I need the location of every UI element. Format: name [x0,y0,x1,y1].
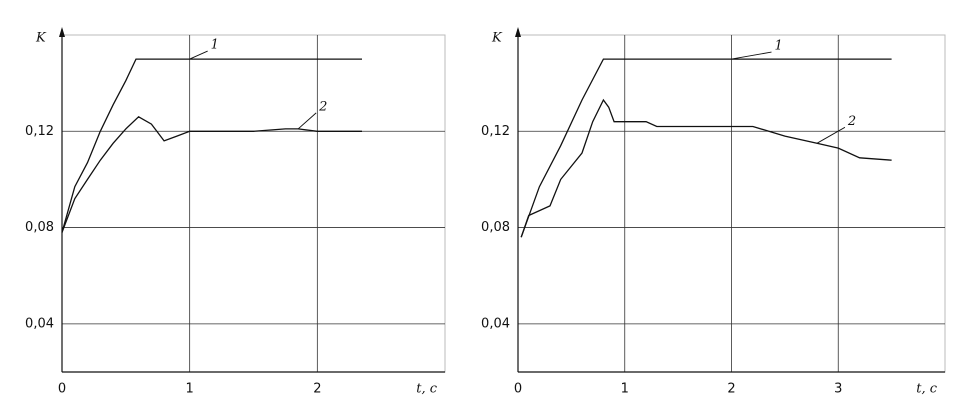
x-tick-label: 0 [58,382,66,397]
series-label: 2 [847,114,856,129]
series-line [61,115,362,233]
series-label: 2 [318,99,327,114]
x-tick-label: 1 [621,382,629,397]
y-tick-label: 0,12 [25,124,54,139]
y-tick-label: 0,04 [481,316,510,331]
y-tick-label: 0,04 [25,316,54,331]
x-tick-label: 1 [186,382,194,397]
x-axis-label: t, c [416,382,437,397]
plot-frame [61,34,446,373]
series-line [520,58,892,238]
label-leader [731,51,772,60]
y-tick-label: 0,08 [25,220,54,235]
y-tick-label: 0,12 [481,124,510,139]
y-axis-label: K [35,31,47,46]
label-leader [816,126,846,144]
x-tick-label: 2 [313,382,321,397]
y-tick-label: 0,08 [481,220,510,235]
y-axis-arrow [515,27,521,37]
series-label: 1 [211,38,219,53]
y-axis-label: K [491,31,503,46]
series-label: 1 [775,39,783,54]
y-axis-arrow [59,27,65,37]
series-line [61,58,362,233]
x-axis-label: t, c [916,382,937,397]
series-line [520,98,892,238]
x-tick-label: 2 [727,382,735,397]
label-leader [297,112,317,130]
label-leader [189,50,208,60]
x-tick-label: 0 [514,382,522,397]
x-tick-label: 3 [834,382,842,397]
